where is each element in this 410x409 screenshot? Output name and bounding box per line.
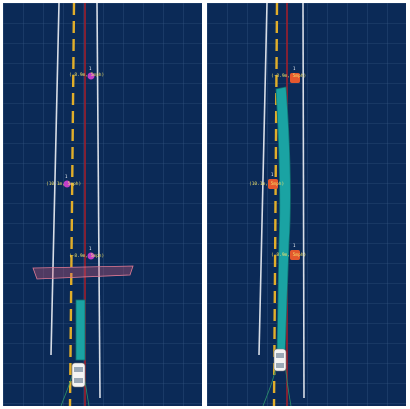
obstacle-2-id: 1 bbox=[271, 172, 274, 177]
obstacle-3-label: (-8.9m, 5mph) bbox=[271, 252, 306, 258]
obstacle-2: 1 (10.1m, 5mph) bbox=[46, 174, 81, 188]
right-scene: 1 (-8.9m, 5mph) 1 (10.1m, 5mph) 1 (-8.9m… bbox=[207, 3, 406, 406]
lane-center-dashed bbox=[68, 3, 76, 406]
lane-boundary-right bbox=[302, 3, 305, 399]
obstacle-1-label: (-8.9m, 5mph) bbox=[271, 73, 306, 79]
ego-vehicle bbox=[71, 362, 86, 388]
right-visualization-panel: 1 (-8.9m, 5mph) 1 (10.1m, 5mph) 1 (-8.9m… bbox=[207, 3, 406, 406]
obstacle-2-id: 1 bbox=[65, 174, 68, 179]
obstacle-3-id: 1 bbox=[89, 246, 92, 251]
ego-vehicle bbox=[273, 348, 287, 372]
lane-center-dashed bbox=[272, 3, 279, 406]
obstacle-3-id: 1 bbox=[293, 243, 296, 248]
obstacle-1: 1 (-8.9m, 5mph) bbox=[69, 66, 104, 80]
grid bbox=[3, 3, 202, 406]
obstacle-3: 1 (-8.9m, 5mph) bbox=[69, 246, 104, 260]
planned-path bbox=[75, 299, 86, 361]
obstacle-1-id: 1 bbox=[89, 66, 92, 71]
lane-boundary-right bbox=[96, 3, 101, 399]
obstacle-1: 1 (-8.9m, 5mph) bbox=[271, 66, 306, 83]
left-visualization-panel: 1 (-8.9m, 5mph) 1 (10.1m, 5mph) 1 (-8.9m… bbox=[3, 3, 202, 406]
obstacle-1-id: 1 bbox=[293, 66, 296, 71]
lane-boundary-left bbox=[258, 3, 268, 356]
obstacle-3: 1 (-8.9m, 5mph) bbox=[271, 243, 306, 260]
grid bbox=[207, 3, 406, 406]
obstacle-1-label: (-8.9m, 5mph) bbox=[69, 72, 104, 78]
stop-zone bbox=[32, 265, 134, 280]
obstacle-2-label: (10.1m, 5mph) bbox=[249, 181, 284, 187]
obstacle-2: 1 (10.1m, 5mph) bbox=[249, 172, 284, 189]
obstacle-3-label: (-8.9m, 5mph) bbox=[69, 253, 104, 259]
obstacle-2-label: (10.1m, 5mph) bbox=[46, 181, 81, 187]
lane-boundary-left bbox=[50, 3, 60, 356]
left-scene: 1 (-8.9m, 5mph) 1 (10.1m, 5mph) 1 (-8.9m… bbox=[3, 3, 202, 406]
